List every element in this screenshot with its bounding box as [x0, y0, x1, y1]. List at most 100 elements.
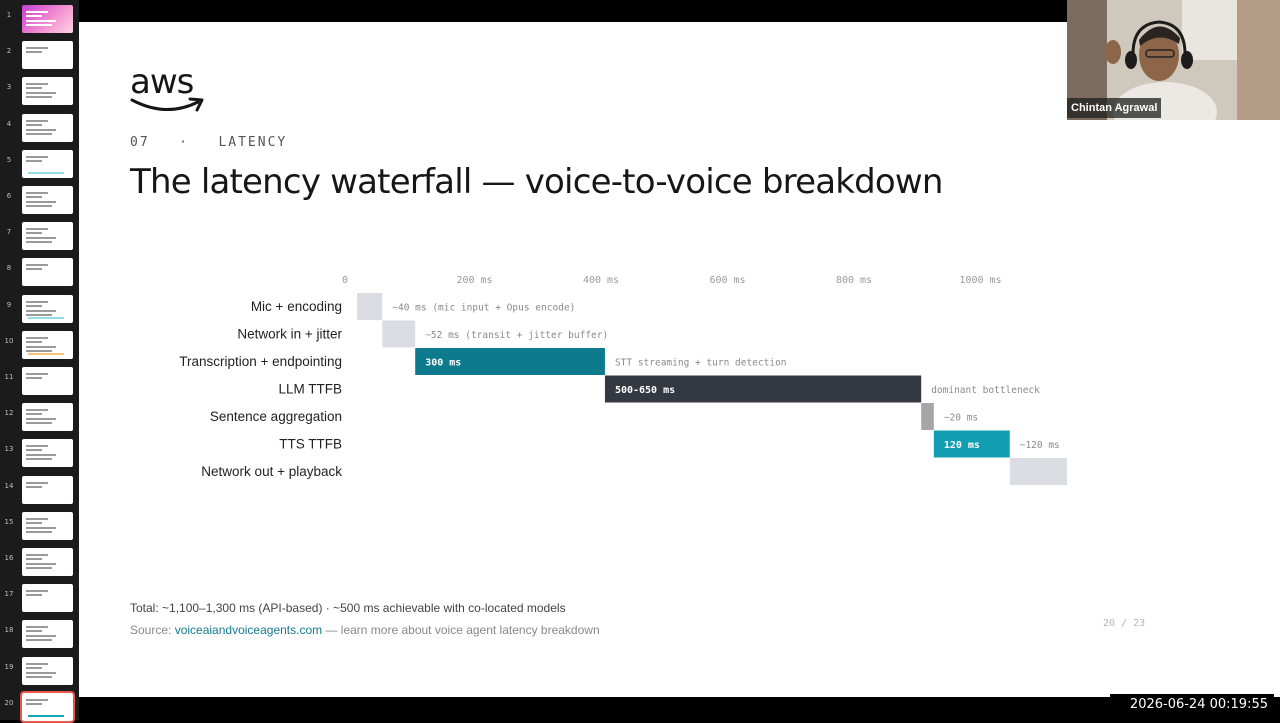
slide-thumbnail-preview [22, 548, 73, 576]
slide-thumbnail-15[interactable]: 15 [0, 511, 79, 542]
total-latency-note: Total: ~1,100–1,300 ms (API-based) · ~50… [130, 601, 566, 615]
bar-annotation: dominant bottleneck [931, 385, 1040, 396]
slide-thumbnail-number: 10 [4, 336, 14, 345]
x-tick-label: 200 ms [456, 275, 492, 286]
bar-value-label: 120 ms [944, 440, 980, 451]
slide-thumbnail-number: 5 [6, 155, 12, 164]
page-indicator: 20 / 23 [1103, 618, 1146, 629]
slide-thumbnail-17[interactable]: 17 [0, 584, 79, 614]
bar-annotation: ~52 ms (transit + jitter buffer) [425, 330, 608, 341]
slide-thumbnail-number: 9 [6, 300, 12, 309]
slide-thumbnail-preview [22, 475, 73, 504]
slide-thumbnail-14[interactable]: 14 [0, 475, 79, 506]
slide-thumbnail-preview [22, 620, 73, 649]
category-label: TTS TTFB [279, 437, 342, 452]
x-tick-label: 600 ms [709, 275, 745, 286]
category-label: Network out + playback [201, 464, 342, 479]
slide-thumbnail-panel: 1 2 3 4 5 6 7 8 9 10 11 12 13 14 15 16 17 18 19 20 [0, 0, 79, 723]
slide-thumbnail-preview [22, 222, 73, 251]
slide-thumbnail-preview [22, 258, 73, 287]
waterfall-bar [604, 375, 922, 403]
slide-thumbnail-13[interactable]: 13 [0, 439, 79, 469]
slide-thumbnail-8[interactable]: 8 [0, 258, 79, 288]
slide-thumbnail-number: 18 [4, 626, 14, 635]
slide-thumbnail-preview [22, 656, 73, 685]
slide-thumbnail-preview [22, 186, 73, 214]
slide-canvas-extension: 20 / 23 [1067, 120, 1280, 697]
waterfall-bar [1009, 458, 1067, 485]
slide-thumbnail-10[interactable]: 10 [0, 330, 79, 361]
slide-thumbnail-2[interactable]: 2 [0, 41, 79, 71]
slide-thumbnail-1[interactable]: 1 [0, 5, 79, 35]
slide-thumbnail-20[interactable]: 20 [0, 690, 79, 723]
slide-thumbnail-3[interactable]: 3 [0, 77, 79, 107]
slide-thumbnail-16[interactable]: 16 [0, 548, 79, 578]
x-tick-label: 400 ms [583, 275, 619, 286]
slide-thumbnail-number: 8 [6, 264, 12, 273]
source-prefix: Source: [130, 623, 175, 637]
slide-thumbnail-number: 7 [6, 228, 12, 237]
x-tick-label: 1000 ms [959, 275, 1001, 286]
slide-thumbnail-preview [22, 113, 73, 142]
slide-thumbnail-number: 2 [6, 47, 12, 56]
bar-value-label: 300 ms [425, 358, 461, 369]
slide-thumbnail-7[interactable]: 7 [0, 222, 79, 252]
slide-thumbnail-4[interactable]: 4 [0, 113, 79, 144]
aws-smile-icon [130, 97, 204, 112]
slide-thumbnail-number: 15 [4, 517, 14, 526]
slide-thumbnail-preview [22, 584, 73, 613]
category-label: LLM TTFB [278, 382, 342, 397]
slide-thumbnail-number: 1 [6, 11, 12, 19]
slide-thumbnail-preview [22, 330, 73, 359]
slide-thumbnail-6[interactable]: 6 [0, 186, 79, 216]
slide-title: The latency waterfall — voice-to-voice b… [130, 162, 943, 202]
bar-annotation: STT streaming + turn detection [615, 358, 787, 369]
slide-thumbnail-preview [22, 511, 73, 540]
waterfall-bar [921, 403, 934, 430]
category-label: Mic + encoding [251, 299, 342, 314]
bar-value-label: 500-650 ms [615, 385, 675, 396]
slide-thumbnail-preview [22, 367, 73, 395]
slide-thumbnail-number: 16 [4, 554, 14, 562]
slide-thumbnail-number: 17 [4, 590, 14, 599]
bar-annotation: ~40 ms (mic input + Opus encode) [392, 303, 575, 314]
bar-annotation: ~20 ms [944, 413, 978, 424]
bar-annotation: ~120 ms (TTS streaming) [1020, 440, 1067, 451]
slide-thumbnail-number: 20 [4, 698, 14, 707]
slide-thumbnail-preview [22, 439, 73, 468]
aws-logo-text: aws [130, 62, 194, 102]
slide-thumbnail-preview [22, 5, 73, 33]
slide-thumbnail-number: 19 [4, 662, 14, 671]
category-label: Transcription + endpointing [179, 354, 342, 369]
slide-thumbnail-number: 4 [6, 119, 12, 128]
slide-thumbnail-number: 12 [4, 409, 14, 418]
slide-thumbnail-preview [22, 41, 73, 70]
waterfall-bar [415, 348, 605, 375]
category-label: Sentence aggregation [210, 409, 342, 424]
aws-logo: aws [130, 64, 206, 114]
category-label: Network in + jitter [237, 327, 342, 342]
slide-thumbnail-preview [22, 77, 73, 106]
slide-thumbnail-12[interactable]: 12 [0, 403, 79, 433]
section-kicker: 07 · LATENCY [130, 135, 288, 150]
slide-thumbnail-preview [20, 690, 75, 723]
slide-thumbnail-preview [22, 149, 73, 178]
source-note: Source: voiceaiandvoiceagents.com — lear… [130, 623, 600, 637]
waterfall-bar [382, 320, 416, 348]
slide-thumbnail-preview [22, 294, 73, 323]
slide-thumbnail-5[interactable]: 5 [0, 149, 79, 180]
slide-thumbnail-19[interactable]: 19 [0, 656, 79, 687]
slide-thumbnail-number: 11 [4, 373, 14, 381]
slide-thumbnail-18[interactable]: 18 [0, 620, 79, 650]
slide-thumbnail-number: 14 [4, 481, 14, 490]
source-link[interactable]: voiceaiandvoiceagents.com [174, 623, 323, 637]
x-tick-label: 0 [342, 275, 348, 286]
x-tick-label: 800 ms [836, 275, 872, 286]
waterfall-bar [357, 293, 383, 320]
slide-thumbnail-preview [22, 403, 73, 432]
source-suffix: — learn more about voice agent latency b… [322, 623, 600, 637]
participant-name-label: Chintan Agrawal [1067, 98, 1162, 118]
slide-thumbnail-11[interactable]: 11 [0, 367, 79, 397]
slide-thumbnail-9[interactable]: 9 [0, 294, 79, 325]
